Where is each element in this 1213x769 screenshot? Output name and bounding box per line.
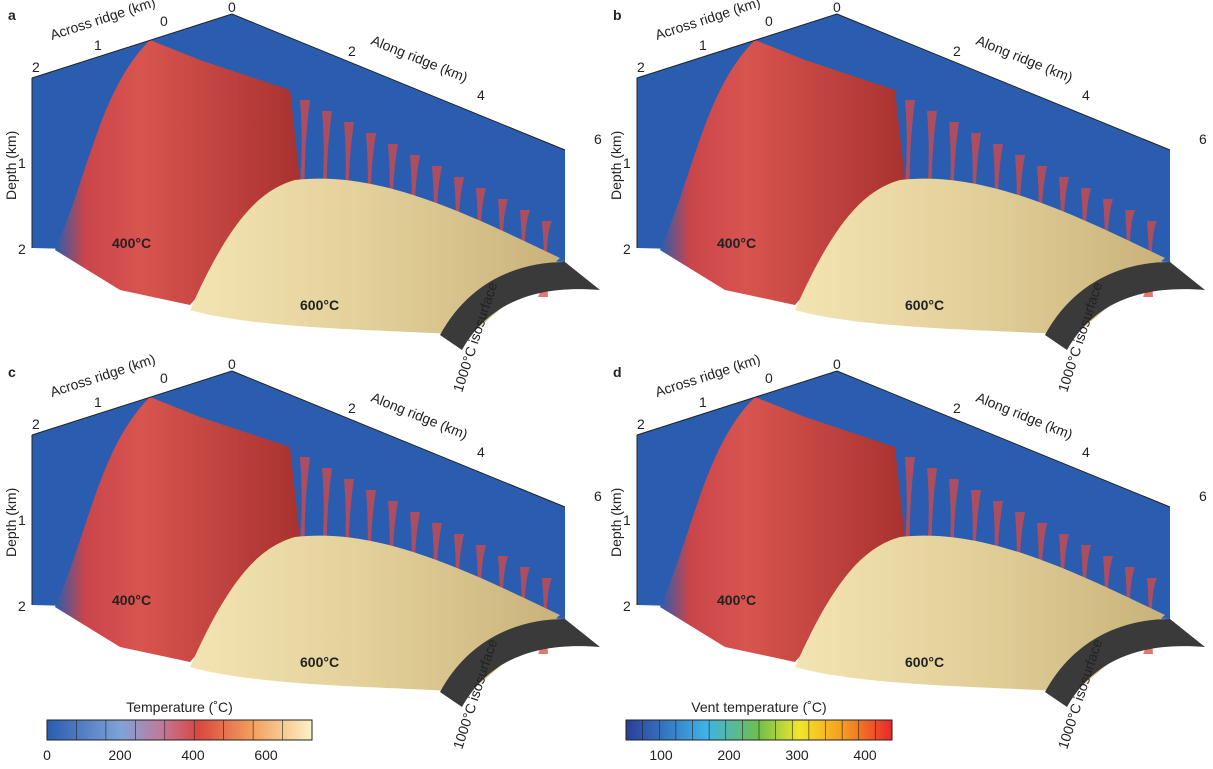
- depth-tick-label: 1: [18, 512, 26, 528]
- along-tick-label: 4: [477, 87, 485, 103]
- colorbar-title: Temperature (˚C): [126, 699, 233, 715]
- isotherm-label: 600°C: [300, 654, 339, 670]
- along-tick-label: 2: [348, 43, 356, 59]
- isotherm-label: 600°C: [905, 654, 944, 670]
- colorbar-tick-label: 0: [43, 747, 51, 763]
- along-tick-label: 0: [833, 356, 841, 372]
- across-tick-label: 2: [637, 59, 645, 75]
- colorbar-title: Vent temperature (˚C): [691, 699, 826, 715]
- colorbar: [47, 720, 312, 740]
- across-tick-label: 0: [765, 370, 773, 386]
- depth-tick-label: 2: [18, 241, 26, 257]
- across-tick-label: 1: [699, 394, 707, 410]
- isotherm-label: 400°C: [112, 592, 151, 608]
- across-tick-label: 2: [32, 416, 40, 432]
- depth-axis-title: Depth (km): [608, 488, 624, 557]
- across-tick-label: 1: [699, 37, 707, 53]
- across-tick-label: 2: [32, 59, 40, 75]
- along-tick-label: 6: [594, 131, 602, 147]
- colorbar-tick-label: 200: [108, 747, 132, 763]
- along-tick-label: 2: [953, 43, 961, 59]
- across-axis-title: Across ridge (km): [653, 0, 762, 43]
- along-tick-label: 4: [1082, 444, 1090, 460]
- across-axis-title: Across ridge (km): [48, 351, 157, 400]
- colorbar-tick-label: 400: [853, 747, 877, 763]
- across-tick-label: 0: [765, 13, 773, 29]
- depth-tick-label: 2: [623, 241, 631, 257]
- depth-tick-label: 1: [18, 155, 26, 171]
- along-tick-label: 2: [348, 400, 356, 416]
- colorbar-tick-label: 600: [254, 747, 278, 763]
- panel-label: b: [613, 7, 622, 23]
- along-tick-label: 0: [833, 0, 841, 15]
- isotherm-label: 600°C: [300, 297, 339, 313]
- across-axis-title: Across ridge (km): [653, 351, 762, 400]
- along-tick-label: 4: [1082, 87, 1090, 103]
- colorbar-tick-label: 200: [717, 747, 741, 763]
- depth-tick-label: 2: [623, 598, 631, 614]
- colorbar-tick-label: 100: [649, 747, 673, 763]
- panel-label: a: [8, 7, 16, 23]
- panel-label: c: [8, 364, 16, 380]
- figure: aAcross ridge (km)210Along ridge (km)024…: [0, 0, 1213, 764]
- along-tick-label: 2: [953, 400, 961, 416]
- isotherm-label: 400°C: [112, 235, 151, 251]
- panel-label: d: [613, 364, 622, 380]
- across-tick-label: 1: [94, 37, 102, 53]
- across-tick-label: 0: [160, 13, 168, 29]
- along-tick-label: 0: [228, 356, 236, 372]
- across-tick-label: 1: [94, 394, 102, 410]
- isotherm-label: 400°C: [717, 592, 756, 608]
- depth-axis-title: Depth (km): [3, 131, 19, 200]
- along-tick-label: 4: [477, 444, 485, 460]
- isotherm-label: 400°C: [717, 235, 756, 251]
- across-tick-label: 0: [160, 370, 168, 386]
- depth-tick-label: 1: [623, 512, 631, 528]
- along-tick-label: 6: [1199, 488, 1207, 504]
- along-tick-label: 0: [228, 0, 236, 15]
- isotherm-label: 600°C: [905, 297, 944, 313]
- across-tick-label: 2: [637, 416, 645, 432]
- depth-axis-title: Depth (km): [3, 488, 19, 557]
- along-tick-label: 6: [594, 488, 602, 504]
- colorbar-tick-label: 400: [181, 747, 205, 763]
- along-tick-label: 6: [1199, 131, 1207, 147]
- across-axis-title: Across ridge (km): [48, 0, 157, 43]
- depth-axis-title: Depth (km): [608, 131, 624, 200]
- depth-tick-label: 1: [623, 155, 631, 171]
- depth-tick-label: 2: [18, 598, 26, 614]
- colorbar-tick-label: 300: [785, 747, 809, 763]
